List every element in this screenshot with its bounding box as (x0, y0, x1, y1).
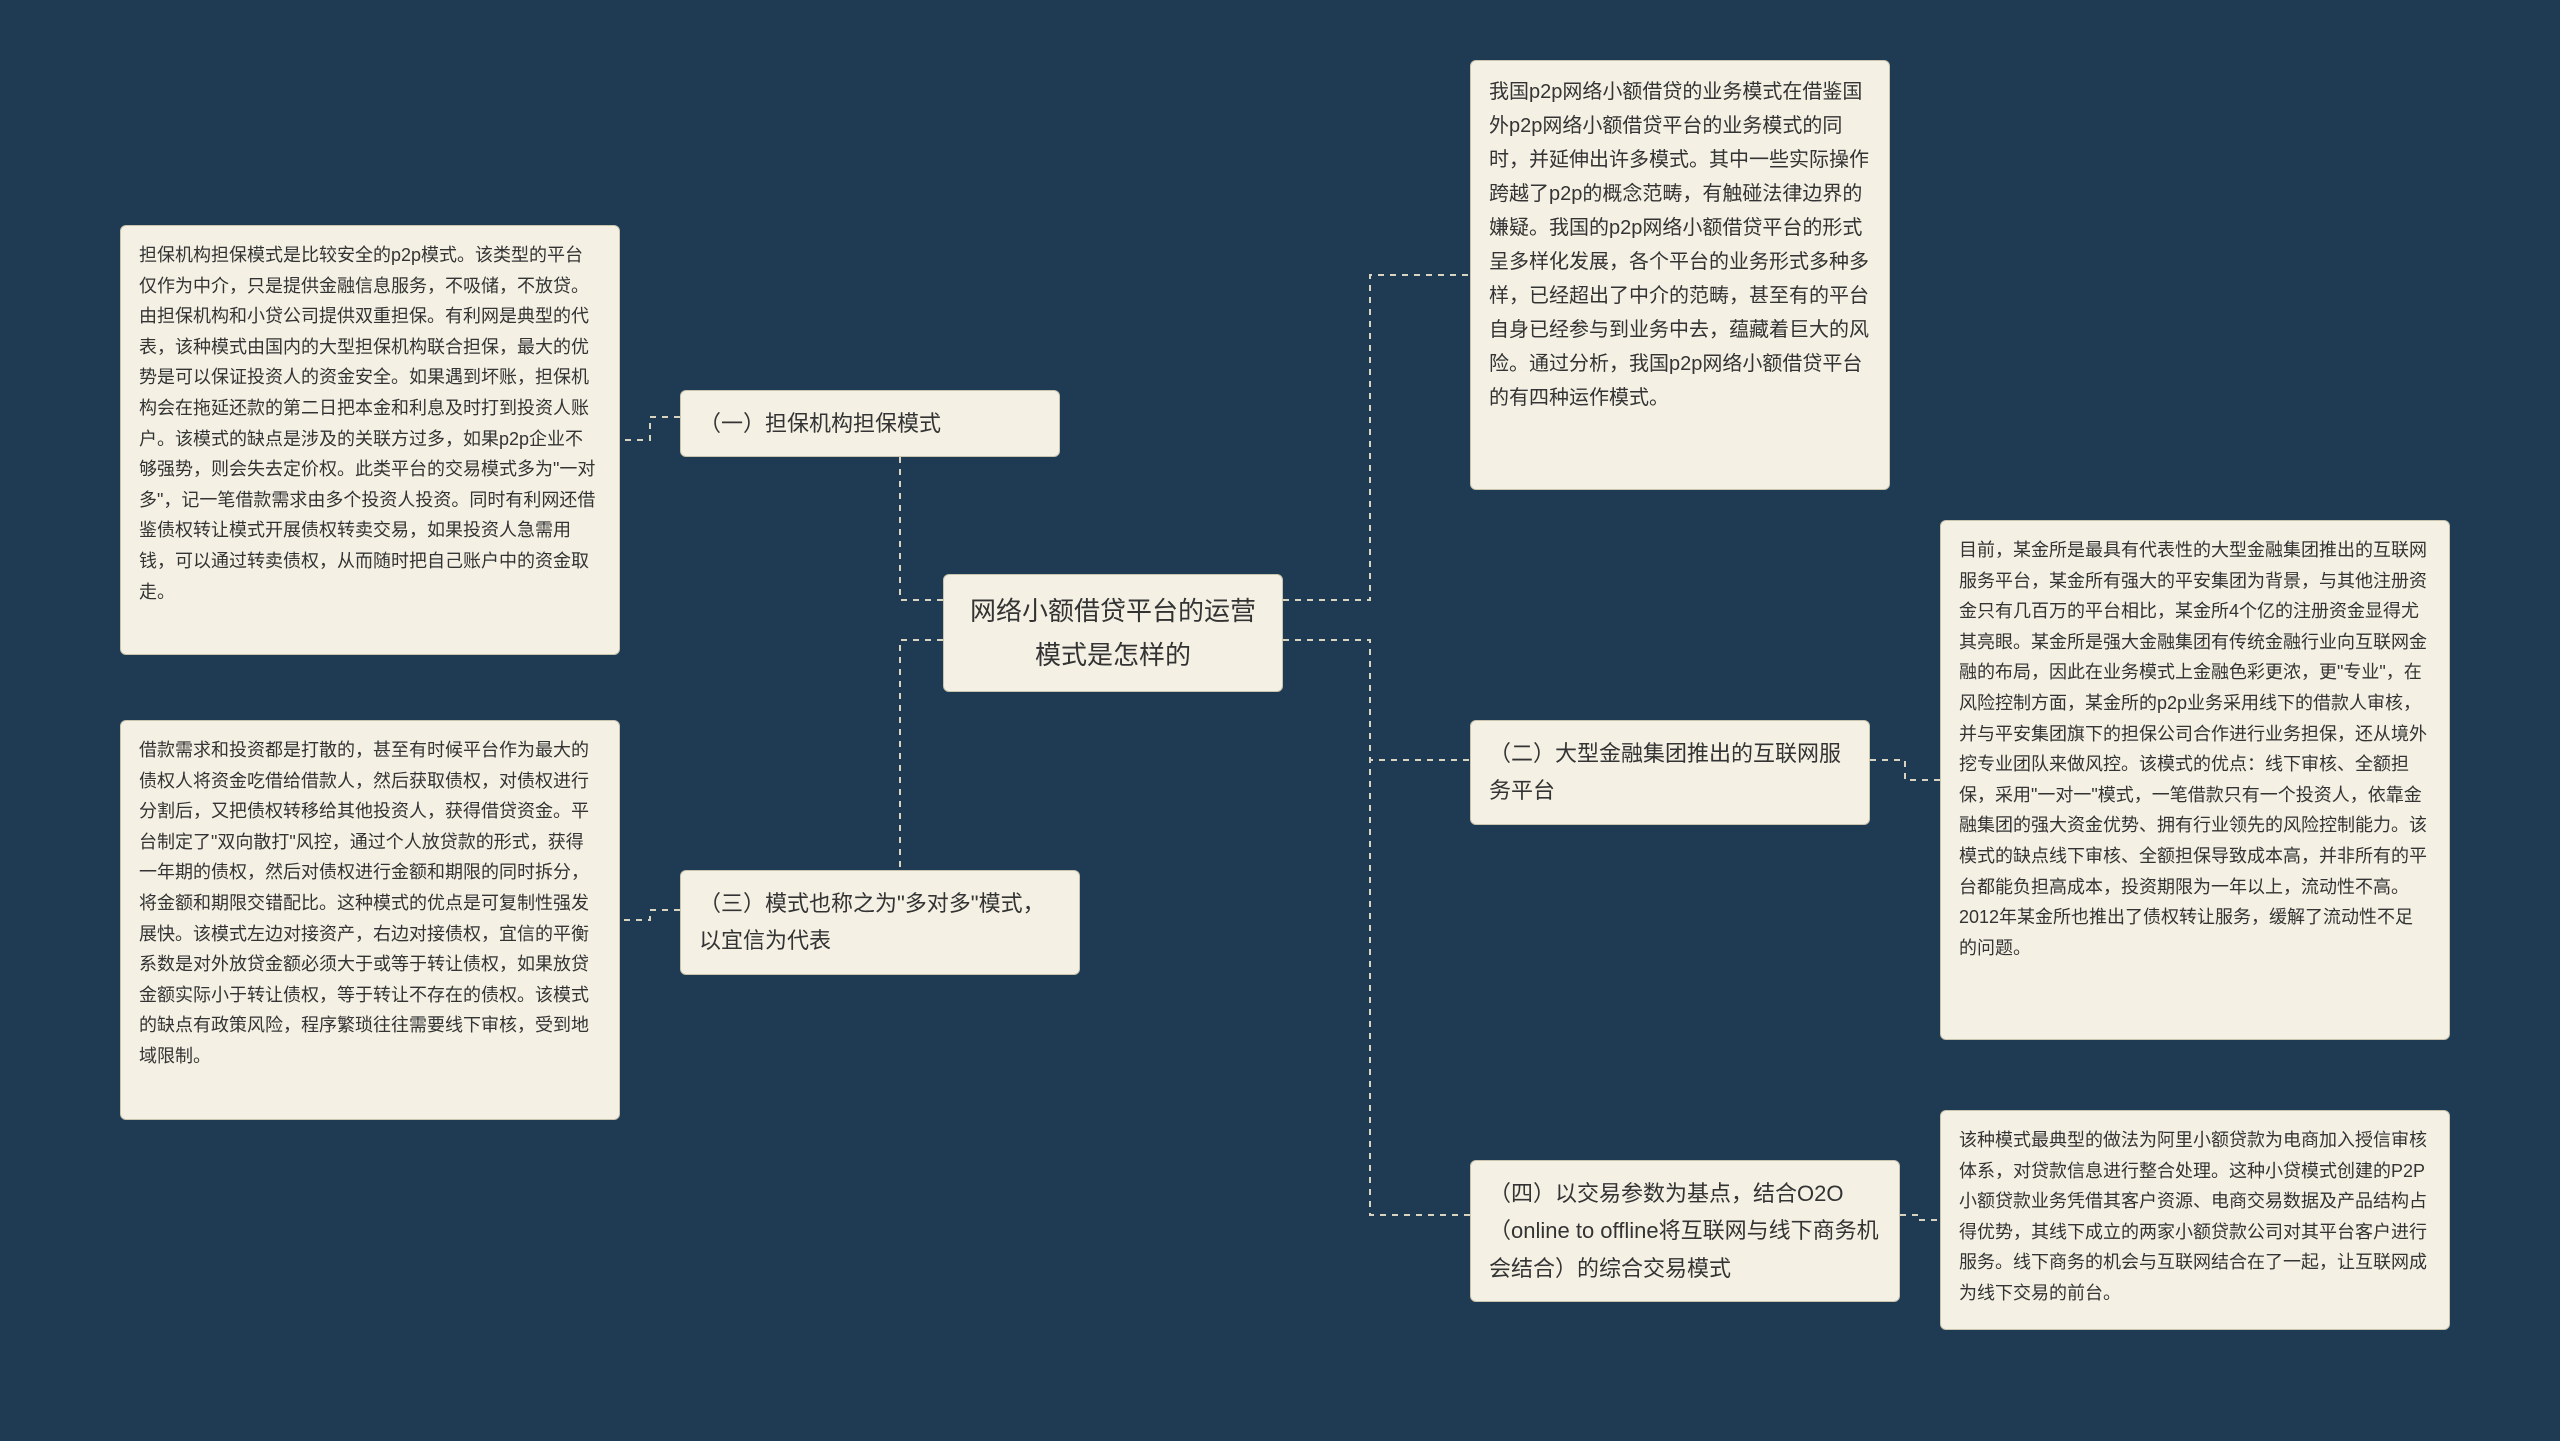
node-b4d: 该种模式最典型的做法为阿里小额贷款为电商加入授信审核体系，对贷款信息进行整合处理… (1940, 1110, 2450, 1330)
connector (1283, 640, 1470, 760)
connector (1870, 760, 1940, 780)
connector (1283, 640, 1470, 1215)
node-b3d: 借款需求和投资都是打散的，甚至有时候平台作为最大的债权人将资金吃借给借款人，然后… (120, 720, 620, 1120)
node-b4: （四）以交易参数为基点，结合O2O（online to offline将互联网与… (1470, 1160, 1900, 1302)
node-b2: （二）大型金融集团推出的互联网服务平台 (1470, 720, 1870, 825)
mindmap-canvas: 网络小额借贷平台的运营模式是怎样的 我国p2p网络小额借贷的业务模式在借鉴国外p2… (0, 0, 2560, 1441)
connector (1900, 1215, 1940, 1220)
node-b2d: 目前，某金所是最具有代表性的大型金融集团推出的互联网服务平台，某金所有强大的平安… (1940, 520, 2450, 1040)
node-b3: （三）模式也称之为"多对多"模式，以宜信为代表 (680, 870, 1080, 975)
center-node: 网络小额借贷平台的运营模式是怎样的 (943, 574, 1283, 692)
connector (620, 417, 680, 440)
node-b1: （一）担保机构担保模式 (680, 390, 1060, 457)
node-b1d: 担保机构担保模式是比较安全的p2p模式。该类型的平台仅作为中介，只是提供金融信息… (120, 225, 620, 655)
node-intro: 我国p2p网络小额借贷的业务模式在借鉴国外p2p网络小额借贷平台的业务模式的同时… (1470, 60, 1890, 490)
connector (1283, 275, 1470, 600)
connector (620, 910, 680, 920)
